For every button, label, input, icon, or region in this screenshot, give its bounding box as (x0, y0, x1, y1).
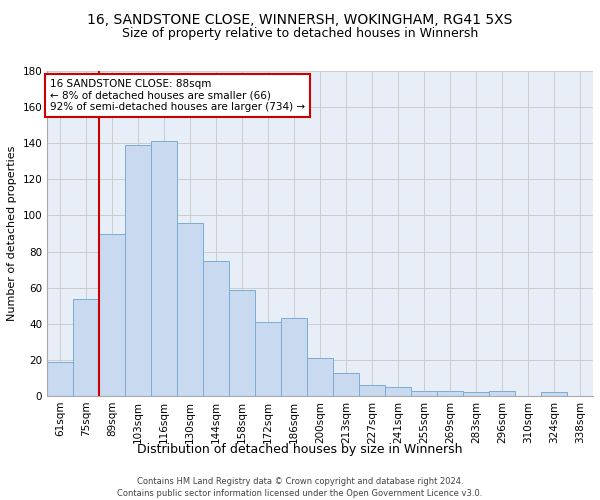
Bar (281, 318, 307, 396)
Bar (203, 260, 229, 396)
Text: 16 SANDSTONE CLOSE: 88sqm
← 8% of detached houses are smaller (66)
92% of semi-d: 16 SANDSTONE CLOSE: 88sqm ← 8% of detach… (50, 79, 305, 112)
Bar (411, 390, 437, 396)
Bar (463, 392, 489, 396)
Text: Contains HM Land Registry data © Crown copyright and database right 2024.: Contains HM Land Registry data © Crown c… (137, 478, 463, 486)
Bar (177, 222, 203, 396)
Bar (73, 298, 99, 396)
Y-axis label: Number of detached properties: Number of detached properties (7, 146, 17, 321)
Text: 16, SANDSTONE CLOSE, WINNERSH, WOKINGHAM, RG41 5XS: 16, SANDSTONE CLOSE, WINNERSH, WOKINGHAM… (88, 12, 512, 26)
Bar (99, 234, 125, 396)
Bar (437, 390, 463, 396)
Bar (333, 372, 359, 396)
Bar (151, 142, 177, 396)
Text: Distribution of detached houses by size in Winnersh: Distribution of detached houses by size … (137, 442, 463, 456)
Bar (359, 385, 385, 396)
Bar (307, 358, 333, 396)
Bar (385, 387, 411, 396)
Bar (255, 322, 281, 396)
Bar (47, 362, 73, 396)
Bar (489, 390, 515, 396)
Bar (125, 145, 151, 396)
Text: Contains public sector information licensed under the Open Government Licence v3: Contains public sector information licen… (118, 489, 482, 498)
Bar (541, 392, 567, 396)
Text: Size of property relative to detached houses in Winnersh: Size of property relative to detached ho… (122, 28, 478, 40)
Bar (229, 290, 255, 396)
